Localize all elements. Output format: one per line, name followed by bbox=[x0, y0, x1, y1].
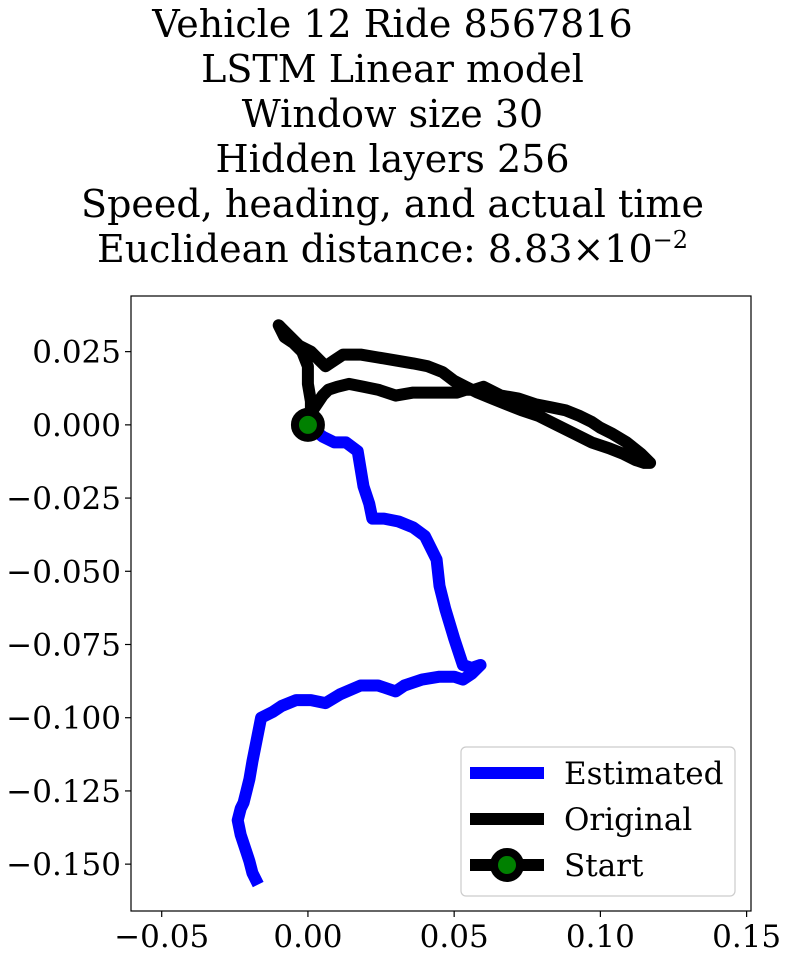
y-tick-label: −0.075 bbox=[6, 628, 121, 664]
y-tick-label: −0.150 bbox=[6, 847, 121, 883]
legend-start-marker bbox=[490, 848, 524, 882]
legend-original-label: Original bbox=[564, 802, 692, 838]
x-tick-label: 0.00 bbox=[273, 919, 342, 955]
y-tick-label: −0.125 bbox=[6, 774, 121, 810]
chart-title: Vehicle 12 Ride 8567816 LSTM Linear mode… bbox=[0, 2, 785, 272]
y-tick-label: −0.025 bbox=[6, 481, 121, 517]
x-tick-label: −0.05 bbox=[114, 919, 209, 955]
distance-mantissa: 8.83 bbox=[487, 227, 573, 271]
legend-box bbox=[460, 746, 736, 897]
distance-label: Euclidean distance: bbox=[96, 227, 488, 271]
y-tick-label: −0.050 bbox=[6, 554, 121, 590]
series-estimated-line bbox=[231, 420, 487, 888]
title-line-4: Hidden layers 256 bbox=[215, 137, 570, 181]
y-tick-label: 0.025 bbox=[32, 335, 121, 371]
x-tick-label: 0.15 bbox=[712, 919, 781, 955]
title-line-2: LSTM Linear model bbox=[201, 47, 584, 91]
legend-start-label: Start bbox=[564, 848, 644, 884]
distance-times: × bbox=[572, 227, 605, 271]
y-tick-label: 0.000 bbox=[32, 408, 121, 444]
title-line-1: Vehicle 12 Ride 8567816 bbox=[152, 2, 633, 46]
title-line-6: Euclidean distance: 8.83×10−2 bbox=[0, 227, 785, 272]
y-tick-label: −0.100 bbox=[6, 701, 121, 737]
legend-estimated-label: Estimated bbox=[564, 756, 723, 792]
start-marker bbox=[290, 407, 325, 442]
distance-base: 10 bbox=[604, 227, 653, 271]
plot-frame bbox=[130, 295, 752, 912]
distance-exponent: −2 bbox=[652, 226, 689, 254]
title-line-5: Speed, heading, and actual time bbox=[81, 182, 704, 226]
title-line-3: Window size 30 bbox=[241, 92, 544, 136]
x-tick-label: 0.05 bbox=[420, 919, 489, 955]
series-original-line bbox=[272, 319, 657, 469]
x-tick-label: 0.10 bbox=[566, 919, 635, 955]
